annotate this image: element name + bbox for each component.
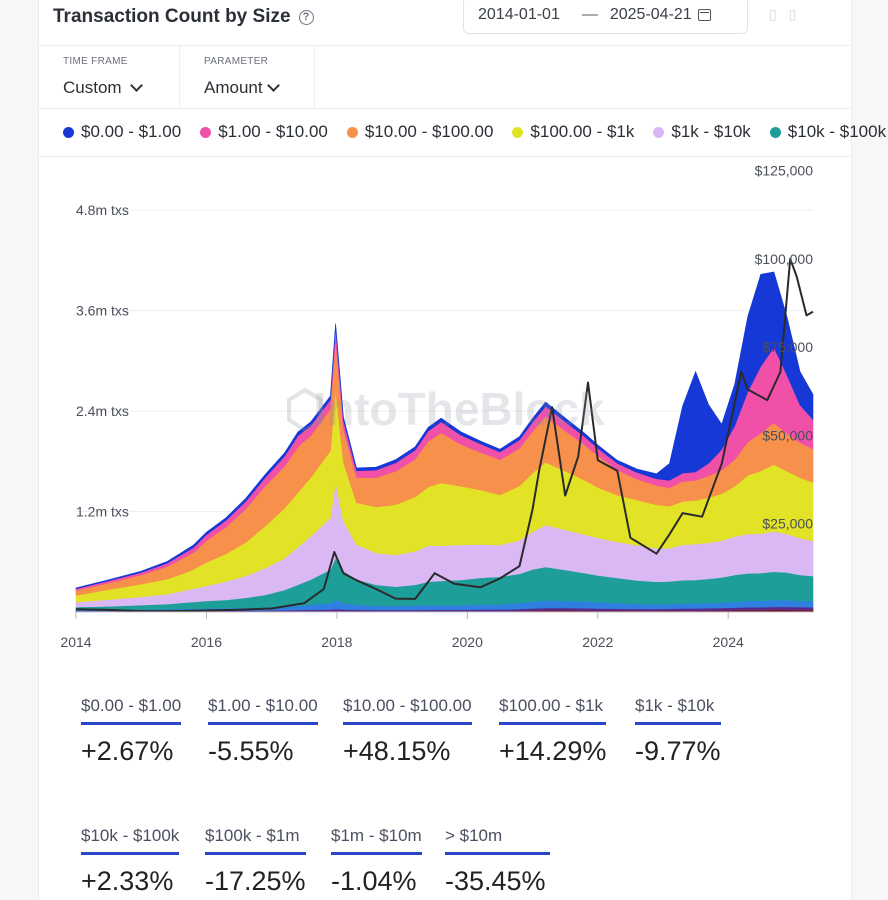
watermark-logo-icon	[287, 387, 323, 433]
legend-label: $10k - $100k	[787, 122, 887, 141]
legend-dot-icon	[769, 126, 781, 138]
stat-card: $100.00 - $1k +14.29%	[499, 696, 607, 767]
divider-chart	[39, 156, 851, 157]
area-series	[75, 271, 814, 590]
x-tick-label: 2018	[321, 634, 352, 650]
x-tick-label: 2020	[452, 634, 483, 650]
y-right-tick-label: $125,000	[755, 163, 814, 179]
title-row: Transaction Count by Size ?	[53, 4, 314, 30]
legend-item[interactable]: $10.00 - $100.00	[346, 122, 494, 142]
stat-range: $1k - $10k	[635, 696, 721, 725]
help-icon[interactable]: ?	[298, 9, 314, 25]
stat-card: $1k - $10k -9.77%	[635, 696, 721, 767]
legend-label: $0.00 - $1.00	[81, 122, 182, 141]
y-right-tick-label: $50,000	[762, 427, 813, 443]
stat-range: $10.00 - $100.00	[343, 696, 472, 725]
y-right-tick-label: $75,000	[762, 339, 813, 355]
stat-change: +14.29%	[499, 736, 607, 766]
legend-dot-icon	[63, 126, 74, 138]
divider-mid	[39, 108, 851, 109]
legend-label: $1.00 - $10.00	[218, 122, 328, 141]
legend-dot-icon	[512, 126, 524, 138]
y-right-tick-label: $25,000	[762, 516, 813, 532]
y-left-tick-label: 3.6m txs	[76, 303, 129, 319]
legend-item[interactable]: $100.00 - $1k	[512, 122, 634, 142]
stat-range: $10k - $100k	[81, 826, 180, 855]
stat-range: $100.00 - $1k	[499, 696, 607, 725]
stat-change: -1.04%	[331, 866, 417, 896]
legend-label: $10.00 - $100.00	[364, 122, 494, 141]
stat-range: $1.00 - $10.00	[208, 696, 318, 725]
stat-change: -5.55%	[208, 736, 294, 766]
y-left-tick-label: 4.8m txs	[76, 202, 129, 218]
stat-card: $100k - $1m -17.25%	[205, 826, 306, 897]
stat-card: $0.00 - $1.00 +2.67%	[81, 696, 182, 767]
stat-change: -17.25%	[205, 866, 306, 896]
legend-dot-icon	[200, 126, 212, 138]
stat-range: $0.00 - $1.00	[81, 696, 182, 725]
chart-title: Transaction Count by Size	[53, 6, 291, 27]
timeframe-select[interactable]: Custom	[63, 78, 143, 98]
price-line	[75, 257, 814, 613]
stat-range: > $10m	[445, 826, 551, 855]
timeframe-label: TIME FRAME	[63, 56, 128, 67]
timeframe-value: Custom	[63, 78, 122, 97]
stat-range: $1m - $10m	[331, 826, 422, 855]
stat-range: $100k - $1m	[205, 826, 306, 855]
legend-label: $100.00 - $1k	[530, 122, 635, 141]
parameter-value: Amount	[204, 78, 263, 97]
stat-change: +48.15%	[343, 736, 451, 766]
date-range-picker[interactable]: 2014-01-01 — 2025-04-21	[463, 0, 748, 34]
x-tick-label: 2024	[713, 634, 744, 650]
end-date[interactable]: 2025-04-21	[609, 6, 692, 23]
x-tick-label: 2016	[191, 634, 222, 650]
chart-legend: $0.00 - $1.00 $1.00 - $10.00 $10.00 - $1…	[63, 120, 888, 144]
widget-card: Transaction Count by Size ? 2014-01-01 —…	[38, 0, 886, 900]
x-tick-label: 2014	[60, 634, 91, 650]
y-left-tick-label: 1.2m txs	[76, 504, 129, 520]
parameter-label: PARAMETER	[204, 56, 269, 67]
legend-dot-icon	[653, 126, 665, 138]
start-date[interactable]: 2014-01-01	[478, 6, 560, 23]
y-right-tick-label: $100,000	[755, 251, 814, 267]
stat-change: -9.77%	[635, 736, 721, 766]
stat-card: $10.00 - $100.00 +48.15%	[343, 696, 472, 767]
toolbar-icons-faded: ▯ ▯	[769, 6, 801, 22]
watermark: IntoTheBlock	[313, 383, 605, 435]
legend-item[interactable]: $10k - $100k	[769, 122, 887, 142]
x-tick-label: 2022	[582, 634, 613, 650]
divider-top	[39, 45, 851, 46]
legend-dot-icon	[346, 126, 358, 138]
date-separator: —	[581, 6, 598, 23]
stat-card: $1m - $10m -1.04%	[331, 826, 422, 897]
calendar-icon[interactable]	[697, 9, 711, 21]
stat-card: $10k - $100k +2.33%	[81, 826, 180, 897]
stat-change: +2.67%	[81, 736, 174, 766]
stat-change: +2.33%	[81, 866, 174, 896]
legend-label: $1k - $10k	[671, 122, 751, 141]
stat-change: -35.45%	[445, 866, 546, 896]
legend-item[interactable]: $1k - $10k	[653, 122, 751, 142]
filter-separator	[314, 46, 315, 108]
filter-separator	[179, 46, 180, 108]
stat-card: > $10m -35.45%	[445, 826, 551, 897]
stat-card: $1.00 - $10.00 -5.55%	[208, 696, 318, 767]
legend-item[interactable]: $1.00 - $10.00	[200, 122, 328, 142]
parameter-select[interactable]: Amount	[204, 78, 280, 98]
y-left-tick-label: 2.4m txs	[76, 403, 129, 419]
legend-item[interactable]: $0.00 - $1.00	[63, 122, 181, 142]
area-chart: 2014 2016 2018 2020 2022 2024 1.2m txs 2.4m txs…	[60, 163, 814, 650]
